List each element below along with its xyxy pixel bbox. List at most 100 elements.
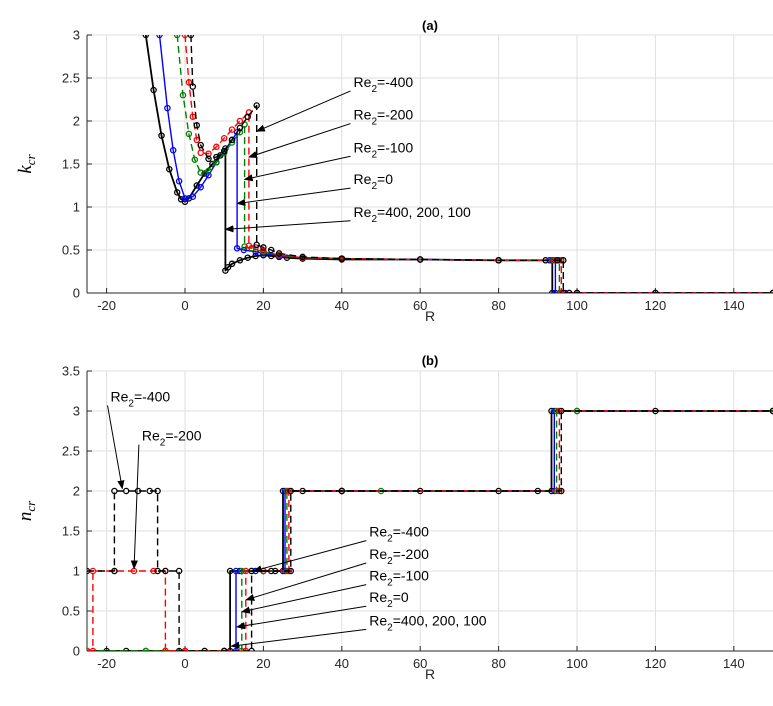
chart-a-annotation-2-post: =-100: [377, 139, 413, 155]
chart-a-annotation-4-arrow: [224, 220, 351, 233]
chart-a-series-4-point: [220, 147, 228, 155]
chart-a-y-tick-label: 3: [73, 28, 80, 43]
panel-a: -20 0 20 40 60 80 100 120 140 0 0.5 1 1.5 2 2.5 3 (a) Rkc…: [15, 18, 773, 324]
chart-a-x-tick-label: 80: [491, 298, 505, 313]
chart-b-series-4-point: [201, 647, 208, 651]
chart-a-series-4-point: [565, 289, 573, 293]
chart-b-series-3-point: [162, 647, 169, 651]
chart-b-series-0-point: [103, 647, 110, 651]
chart-b-annotation-0-arrow: [107, 405, 125, 490]
chart-b-series-4-point: [287, 567, 295, 575]
chart-b-x-tick-label: 60: [413, 656, 427, 671]
chart-a-series-4-point: [244, 113, 251, 120]
chart-a-annotation-0-sub: 2: [371, 84, 377, 95]
chart-a-series-0-point: [252, 252, 259, 260]
chart-a-series-4-point: [189, 83, 197, 90]
chart-b-x-tick-label: 100: [566, 656, 588, 671]
chart-a-series-4-point: [338, 255, 346, 262]
chart-a-ylabel-main: k: [15, 165, 36, 174]
chart-b-series-4-point: [248, 647, 255, 651]
chart-a-series-1-point: [156, 35, 163, 39]
chart-b-annotation-6-label: Re2=400, 200, 100: [369, 612, 486, 633]
chart-a-series-4-point: [769, 289, 773, 293]
chart-b-annotation-4-arrow: [240, 584, 367, 614]
chart-b-series-4-point: [111, 487, 118, 495]
chart-a-series-4-point: [560, 289, 567, 293]
chart-a-series-4-point: [275, 250, 283, 257]
chart-a-series-3-point: [245, 242, 253, 249]
chart-a-series-0-point: [173, 189, 181, 196]
chart-a-series-4-point: [197, 141, 204, 149]
chart-b-ylabel-sub: cr: [23, 500, 38, 512]
chart-a-xlabel: R: [425, 308, 435, 324]
chart-b-series-4-point: [267, 567, 275, 575]
chart-a-title: (a): [422, 18, 438, 33]
chart-a-series-1-point: [189, 193, 197, 200]
chart-a-series-3-point: [185, 79, 193, 86]
chart-b-y-tick-label: 1.5: [62, 524, 80, 539]
chart-b-series-4-point: [769, 407, 773, 415]
chart-b-series-2-point: [238, 647, 246, 651]
chart-a-series-0-point: [150, 86, 157, 94]
chart-b-title: (b): [422, 353, 439, 368]
chart-a-annotation-4-label: Re2=400, 200, 100: [354, 204, 471, 225]
chart-a-annotation-1-post: =-200: [377, 107, 413, 123]
chart-a-series-3-point: [213, 143, 220, 151]
chart-b-annotation-1-pre: Re: [142, 428, 160, 444]
chart-a-series-3-point: [181, 35, 189, 39]
chart-a-series-4-point: [187, 35, 195, 39]
chart-a-x-tick-label: 40: [335, 298, 349, 313]
chart-a-x-tick-label: 140: [723, 298, 745, 313]
chart-b-series-4-point: [558, 407, 565, 415]
chart-b-annotation-2-label: Re2=-400: [369, 524, 429, 545]
chart-b-annotation-3-post: =-200: [393, 546, 429, 562]
chart-a-series-2-point: [205, 167, 212, 175]
chart-b-series-4-point: [154, 487, 161, 495]
chart-b-annotation-1-post: =-200: [165, 428, 201, 444]
chart-b-series-4-point: [154, 567, 161, 575]
chart-a-x-tick-label: 0: [181, 298, 188, 313]
chart-b-annotation-3-arrow: [245, 562, 367, 601]
chart-a-annotation-1-sub: 2: [371, 117, 377, 128]
chart-b-series-1-line: [224, 410, 773, 651]
chart-a-series-4-point: [236, 124, 244, 132]
chart-a-series-4-point: [573, 289, 581, 293]
chart-b-x-tick-label: 0: [181, 656, 188, 671]
chart-b-series-4-point: [111, 567, 118, 575]
chart-a-series-4-point: [495, 257, 502, 264]
chart-a-series-0-point: [142, 35, 150, 39]
chart-b-y-tick-label: 0.5: [62, 604, 80, 619]
chart-a-annotation-3-arrow: [236, 187, 351, 207]
chart-a-y-tick-label: 0: [73, 286, 80, 301]
chart-b-series-3-point: [89, 647, 97, 651]
chart-a-annotation-0-pre: Re: [354, 74, 372, 90]
chart-a-annotation-2-arrow: [243, 155, 351, 182]
chart-a-series-1-point: [252, 248, 259, 255]
chart-b-y-tick-label: 2: [73, 484, 80, 499]
chart-b-series-4-point: [220, 647, 228, 651]
chart-b-series-0-point: [122, 647, 130, 651]
chart-a-series-4-line: [190, 35, 773, 293]
chart-a-series-0-point: [228, 260, 236, 268]
chart-b-annotation-5-arrow: [235, 605, 367, 630]
chart-b-x-tick-label: 20: [256, 656, 270, 671]
chart-b-series-3-point: [150, 567, 157, 575]
chart-b-annotation-6-sub: 2: [387, 622, 393, 633]
chart-b-y-tick-label: 3.5: [62, 364, 80, 379]
chart-a-series-2-point: [197, 169, 204, 176]
chart-a-series-4-point: [253, 241, 260, 249]
chart-b-annotation-1-label: Re2=-200: [142, 428, 202, 449]
chart-b-series-0-point: [226, 567, 234, 575]
chart-a-series-4-point: [416, 256, 424, 263]
chart-a-series-4-point: [560, 257, 567, 264]
chart-b-series-3-point: [242, 647, 250, 651]
chart-a-series-2-point: [173, 35, 181, 39]
chart-b-series-4-point: [558, 487, 565, 495]
chart-b-series-4-point: [287, 487, 295, 495]
chart-a-series-4-point: [193, 122, 201, 129]
chart-b-y-tick-label: 3: [73, 404, 80, 419]
chart-a-series-1-point: [169, 146, 177, 154]
chart-a-series-0-point: [181, 198, 189, 206]
chart-b-annotation-0-post: =-400: [134, 388, 170, 404]
chart-a-series-4-point: [228, 136, 236, 144]
